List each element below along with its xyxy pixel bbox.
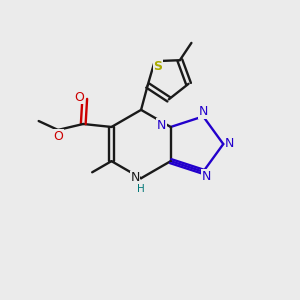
Text: N: N <box>199 105 208 119</box>
Text: O: O <box>54 130 64 143</box>
Text: S: S <box>153 60 162 73</box>
Text: N: N <box>225 137 235 150</box>
Text: N: N <box>130 171 140 184</box>
Text: N: N <box>202 170 211 183</box>
Text: H: H <box>137 184 145 194</box>
Text: O: O <box>74 91 84 104</box>
Text: N: N <box>157 119 167 132</box>
